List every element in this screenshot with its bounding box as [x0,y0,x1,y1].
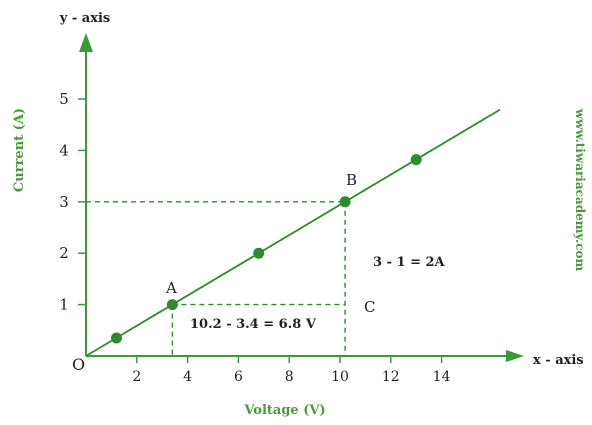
data-point [339,196,351,208]
point-a-label: A [165,279,177,297]
x-axis-title: x - axis [533,353,584,368]
axes [79,33,524,362]
data-point [410,154,422,166]
x-tick-label: 2 [132,369,141,385]
data-point [253,247,265,259]
watermark: www.tiwariacademy.com [573,108,587,272]
point-c-label: C [364,298,375,316]
y-axis-arrow [79,33,93,52]
y-tick-label: 2 [59,244,69,262]
x-tick-label: 14 [433,369,451,385]
y-tick-label: 4 [59,141,69,159]
x-tick-label: 10 [331,369,349,385]
x-axis-arrow [506,350,524,362]
dashed-guides [86,201,346,356]
series-line [85,108,501,357]
data-point [110,332,122,344]
origin-label: O [72,355,85,374]
y-axis-title: y - axis [59,11,110,26]
x-tick-label: 12 [382,369,400,385]
y-axis-label: Current (A) [12,108,27,192]
voltage-change-annotation: 10.2 - 3.4 = 6.8 V [190,317,317,332]
x-axis-label: Voltage (V) [243,403,325,418]
x-tick-label: 8 [285,369,294,385]
data-series [85,108,501,357]
y-tick-label: 5 [59,90,69,108]
point-b-label: B [346,171,357,189]
y-tick-label: 1 [59,296,69,314]
y-tick-label: 3 [59,193,69,211]
data-point [166,299,178,311]
x-tick-label: 4 [183,369,192,385]
current-change-annotation: 3 - 1 = 2A [373,255,446,270]
x-tick-label: 6 [234,369,243,385]
